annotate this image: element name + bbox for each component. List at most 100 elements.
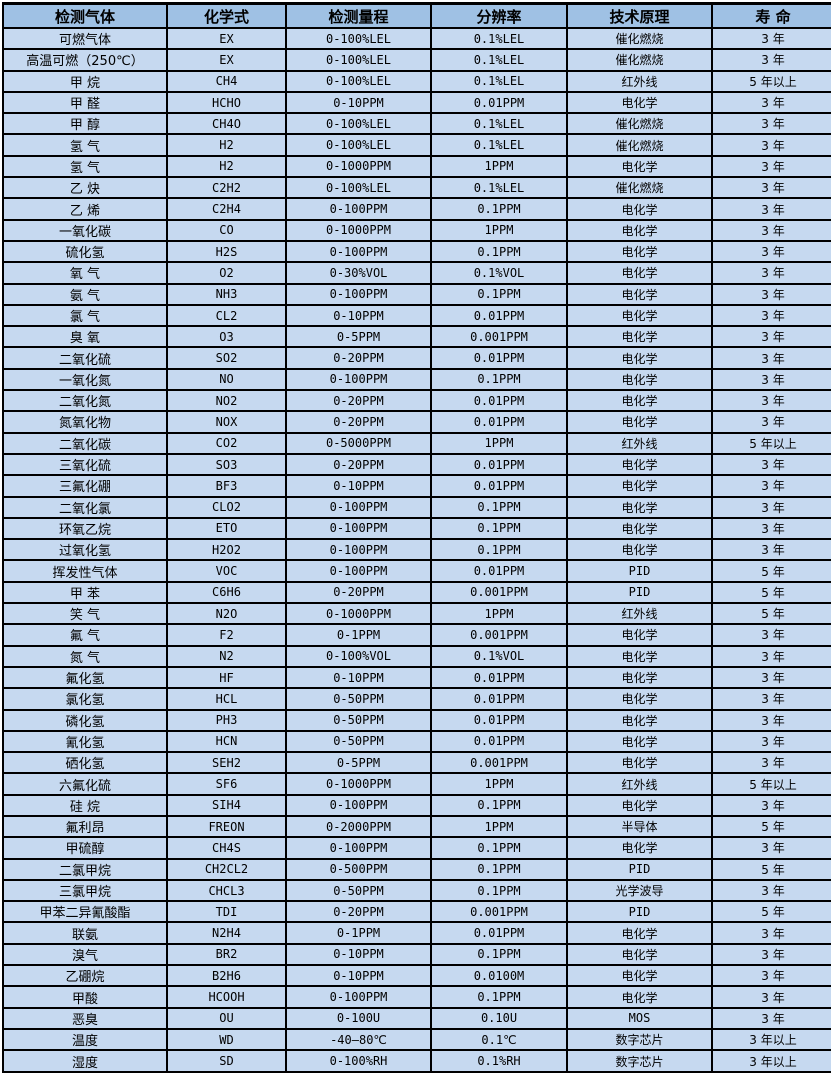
resolution-cell: 0.01PPM (430, 452, 568, 477)
detection-range-cell: 0-30%VOL (285, 261, 432, 285)
resolution-cell: 0.1PPM (430, 197, 568, 221)
table-row: 甲 烷 CH4 0-100%LEL 0.1%LEL 红外线 5 年以上 (2, 69, 831, 93)
technology-cell: 电化学 (566, 708, 713, 732)
technology-cell: 电化学 (566, 197, 713, 221)
resolution-cell: 0.0100M (430, 964, 568, 988)
technology-cell: 电化学 (566, 516, 713, 541)
table-row: 氨 气 NH3 0-100PPM 0.1PPM 电化学 3 年 (2, 282, 831, 306)
table-row: 一氧化碳 CO 0-1000PPM 1PPM 电化学 3 年 (2, 218, 831, 242)
chemical-formula-cell: HCHO (166, 90, 287, 115)
technology-cell: 电化学 (566, 346, 713, 370)
table-row: 氮 气 N2 0-100%VOL 0.1%VOL 电化学 3 年 (2, 644, 831, 668)
chemical-formula-cell: F2 (166, 623, 287, 647)
gas-name-cell: 恶臭 (2, 1006, 168, 1030)
technology-cell: 红外线 (566, 431, 713, 455)
lifespan-cell: 5 年 (711, 580, 831, 605)
gas-name-cell: 湿度 (2, 1049, 168, 1073)
resolution-cell: 0.1PPM (430, 793, 568, 817)
detection-range-cell: 0-1000PPM (285, 218, 432, 242)
column-header-resolution: 分辨率 (430, 2, 568, 29)
chemical-formula-cell: H2S (166, 239, 287, 264)
lifespan-cell: 3 年 (711, 325, 831, 349)
chemical-formula-cell: SF6 (166, 772, 287, 796)
detection-range-cell: 0-500PPM (285, 857, 432, 881)
resolution-cell: 0.1%LEL (430, 48, 568, 72)
resolution-cell: 0.1%VOL (430, 261, 568, 285)
detection-range-cell: 0-20PPM (285, 900, 432, 924)
gas-name-cell: 甲 烷 (2, 69, 168, 93)
table-row: 氢 气 H2 0-1000PPM 1PPM 电化学 3 年 (2, 154, 831, 179)
gas-name-cell: 氨 气 (2, 282, 168, 306)
chemical-formula-cell: CHCL3 (166, 878, 287, 903)
chemical-formula-cell: O3 (166, 325, 287, 349)
chemical-formula-cell: EX (166, 48, 287, 72)
resolution-cell: 0.1%RH (430, 1049, 568, 1073)
chemical-formula-cell: B2H6 (166, 964, 287, 988)
gas-name-cell: 氢 气 (2, 133, 168, 157)
lifespan-cell: 3 年 (711, 729, 831, 754)
detection-range-cell: 0-100%LEL (285, 26, 432, 51)
detection-range-cell: 0-100PPM (285, 197, 432, 221)
detection-range-cell: 0-100%VOL (285, 644, 432, 668)
table-row: 氟 气 F2 0-1PPM 0.001PPM 电化学 3 年 (2, 623, 831, 647)
gas-name-cell: 甲苯二异氰酸酯 (2, 900, 168, 924)
lifespan-cell: 3 年 (711, 644, 831, 668)
table-row: 过氧化氢 H2O2 0-100PPM 0.1PPM 电化学 3 年 (2, 538, 831, 562)
gas-name-cell: 过氧化氢 (2, 538, 168, 562)
column-header-lifespan: 寿 命 (711, 2, 831, 29)
detection-range-cell: 0-10PPM (285, 964, 432, 988)
resolution-cell: 1PPM (430, 218, 568, 242)
lifespan-cell: 5 年 (711, 900, 831, 924)
detection-range-cell: 0-100U (285, 1006, 432, 1030)
gas-name-cell: 硒化氢 (2, 751, 168, 775)
technology-cell: 电化学 (566, 751, 713, 775)
gas-name-cell: 氟 气 (2, 623, 168, 647)
column-header-technology: 技术原理 (566, 2, 713, 29)
technology-cell: 电化学 (566, 452, 713, 477)
table-row: 乙 炔 C2H2 0-100%LEL 0.1%LEL 催化燃烧 3 年 (2, 176, 831, 200)
gas-name-cell: 甲酸 (2, 985, 168, 1009)
chemical-formula-cell: ETO (166, 516, 287, 541)
resolution-cell: 0.01PPM (430, 410, 568, 434)
resolution-cell: 0.1PPM (430, 367, 568, 392)
technology-cell: 电化学 (566, 389, 713, 413)
resolution-cell: 0.1PPM (430, 282, 568, 306)
resolution-cell: 0.1PPM (430, 538, 568, 562)
resolution-cell: 1PPM (430, 154, 568, 179)
lifespan-cell: 3 年 (711, 474, 831, 498)
table-row: 甲 醇 CH4O 0-100%LEL 0.1%LEL 催化燃烧 3 年 (2, 112, 831, 136)
chemical-formula-cell: CLO2 (166, 495, 287, 519)
lifespan-cell: 5 年以上 (711, 69, 831, 93)
detection-range-cell: 0-100%LEL (285, 48, 432, 72)
table-header: 检测气体 化学式 检测量程 分辨率 技术原理 寿 命 (2, 2, 831, 29)
gas-name-cell: 氯化氢 (2, 687, 168, 711)
chemical-formula-cell: C2H4 (166, 197, 287, 221)
resolution-cell: 0.01PPM (430, 303, 568, 328)
technology-cell: 电化学 (566, 325, 713, 349)
chemical-formula-cell: N2H4 (166, 921, 287, 945)
detection-range-cell: 0-5PPM (285, 325, 432, 349)
lifespan-cell: 3 年 (711, 239, 831, 264)
technology-cell: 电化学 (566, 964, 713, 988)
chemical-formula-cell: NO2 (166, 389, 287, 413)
resolution-cell: 0.1PPM (430, 516, 568, 541)
resolution-cell: 1PPM (430, 772, 568, 796)
detection-range-cell: 0-100PPM (285, 367, 432, 392)
gas-name-cell: 臭 氧 (2, 325, 168, 349)
chemical-formula-cell: CL2 (166, 303, 287, 328)
table-row: 高温可燃（250℃） EX 0-100%LEL 0.1%LEL 催化燃烧 3 年 (2, 48, 831, 72)
chemical-formula-cell: SO3 (166, 452, 287, 477)
resolution-cell: 1PPM (430, 602, 568, 626)
resolution-cell: 0.01PPM (430, 559, 568, 583)
technology-cell: 电化学 (566, 495, 713, 519)
detection-range-cell: 0-50PPM (285, 687, 432, 711)
lifespan-cell: 3 年 (711, 751, 831, 775)
resolution-cell: 0.1%LEL (430, 69, 568, 93)
gas-name-cell: 甲 醇 (2, 112, 168, 136)
detection-range-cell: 0-100PPM (285, 538, 432, 562)
lifespan-cell: 3 年 (711, 90, 831, 115)
column-header-gas-name: 检测气体 (2, 2, 168, 29)
resolution-cell: 0.1%LEL (430, 26, 568, 51)
lifespan-cell: 3 年以上 (711, 1049, 831, 1073)
lifespan-cell: 3 年 (711, 623, 831, 647)
